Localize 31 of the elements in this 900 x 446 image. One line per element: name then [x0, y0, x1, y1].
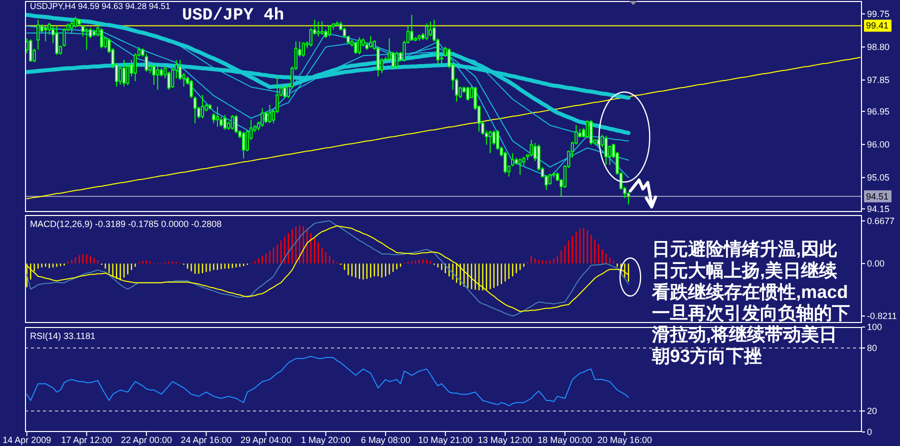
- x-tick-label: 6 May 08:00: [360, 435, 410, 445]
- x-tick-label: 14 Apr 2009: [2, 435, 52, 445]
- y-tick-label: 80: [867, 343, 878, 353]
- x-tick-label: 18 May 00:00: [538, 435, 592, 445]
- ref-line-label: 99.41: [866, 20, 889, 31]
- y-tick-label: 95.05: [867, 172, 890, 183]
- x-tick-label: 13 May 12:00: [478, 435, 532, 445]
- y-tick-label: 96.00: [867, 139, 890, 150]
- x-tick-label: 20 May 16:00: [597, 435, 652, 445]
- chart-title: MACD(12,26,9) -0.3189 -0.1785 0.0000 -0.2808: [30, 219, 222, 229]
- y-tick-label: -0.8211: [867, 311, 897, 322]
- y-tick-label: 97.85: [867, 75, 890, 86]
- x-tick-label: 24 Apr 16:00: [180, 435, 232, 445]
- x-tick-label: 1 May 20:00: [301, 435, 351, 445]
- y-tick-label: 20: [867, 406, 878, 416]
- y-tick-label: 100: [867, 322, 882, 332]
- x-tick-label: 10 May 21:00: [418, 435, 473, 445]
- ref-line-label: 94.51: [866, 191, 889, 202]
- x-tick-label: 29 Apr 04:00: [240, 435, 292, 445]
- y-tick-label: 99.75: [867, 8, 890, 19]
- y-tick-label: 0: [867, 427, 872, 437]
- y-tick-label: 96.95: [867, 106, 890, 116]
- x-tick-label: 22 Apr 00:00: [120, 435, 172, 445]
- chart-title: USD/JPY 4h: [182, 6, 284, 26]
- y-tick-label: 0.00: [867, 258, 885, 269]
- chart-subtitle: USDJPY,H4 94.59 94.63 94.28 94.51: [30, 1, 170, 11]
- y-tick-label: 94.15: [867, 204, 890, 214]
- y-tick-label: 98.80: [867, 42, 890, 52]
- chart-title: RSI(14) 33.1181: [30, 331, 96, 341]
- x-tick-label: 17 Apr 12:00: [61, 435, 112, 445]
- y-tick-label: 0.6677: [867, 216, 895, 226]
